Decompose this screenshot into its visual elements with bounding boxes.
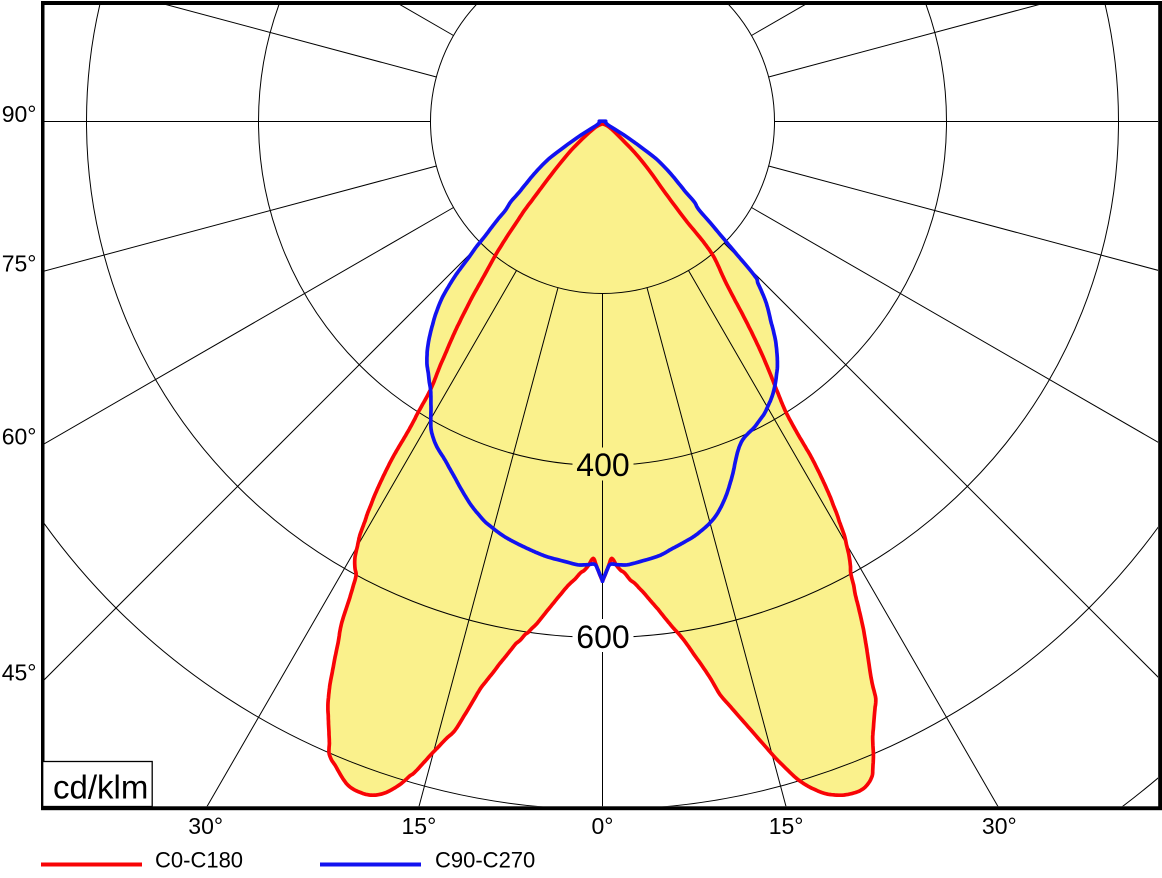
svg-text:15°: 15° [769, 813, 804, 839]
svg-text:45°: 45° [2, 660, 37, 686]
svg-text:cd/klm: cd/klm [53, 769, 148, 806]
svg-text:C0-C180: C0-C180 [155, 848, 243, 873]
svg-text:0°: 0° [592, 813, 614, 839]
svg-text:400: 400 [576, 447, 629, 483]
svg-text:90°: 90° [2, 101, 37, 127]
svg-text:30°: 30° [982, 813, 1017, 839]
svg-text:15°: 15° [402, 813, 437, 839]
svg-text:75°: 75° [2, 251, 37, 277]
svg-text:60°: 60° [2, 424, 37, 450]
svg-text:30°: 30° [188, 813, 223, 839]
svg-text:C90-C270: C90-C270 [435, 848, 535, 873]
svg-text:600: 600 [576, 619, 629, 655]
